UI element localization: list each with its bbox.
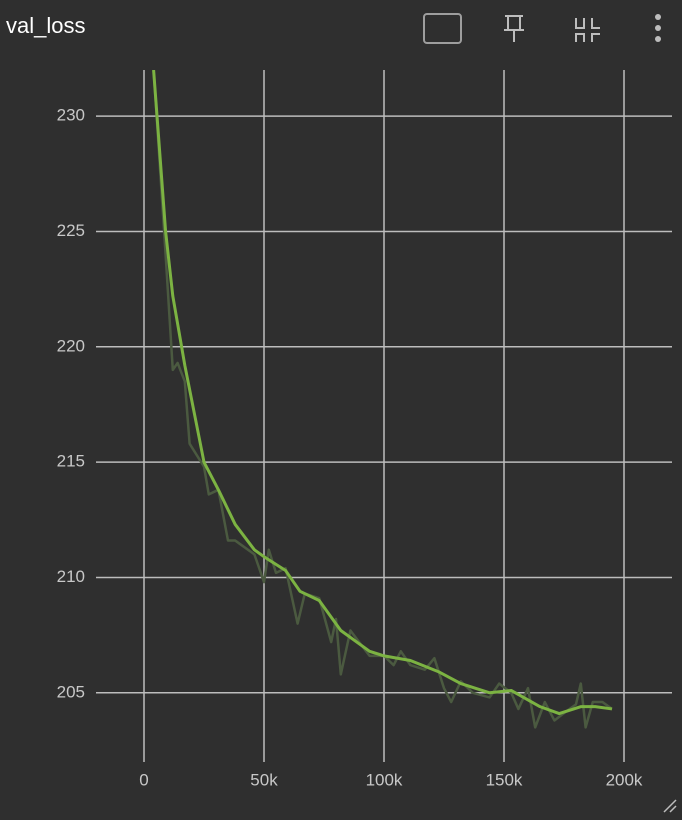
series-line xyxy=(152,70,613,729)
toolbar-icons xyxy=(423,13,661,44)
y-tick-label: 205 xyxy=(57,682,85,701)
x-tick-label: 150k xyxy=(486,770,523,789)
series-line xyxy=(152,70,613,716)
chart-title: val_loss xyxy=(6,13,85,38)
collapse-button[interactable] xyxy=(575,18,600,42)
y-tick-label: 230 xyxy=(57,106,85,125)
x-tick-label: 200k xyxy=(606,770,643,789)
y-tick-label: 225 xyxy=(57,221,85,240)
y-tick-label: 210 xyxy=(57,567,85,586)
menu-button[interactable] xyxy=(655,14,661,42)
fit-domain-button[interactable] xyxy=(423,13,462,44)
x-tick-label: 0 xyxy=(139,770,148,789)
resize-handle[interactable] xyxy=(663,799,677,813)
y-tick-label: 215 xyxy=(57,452,85,471)
pin-button[interactable] xyxy=(504,15,524,42)
y-tick-label: 220 xyxy=(57,336,85,355)
plot-area xyxy=(152,70,613,729)
x-tick-label: 50k xyxy=(250,770,278,789)
x-tick-label: 100k xyxy=(366,770,403,789)
